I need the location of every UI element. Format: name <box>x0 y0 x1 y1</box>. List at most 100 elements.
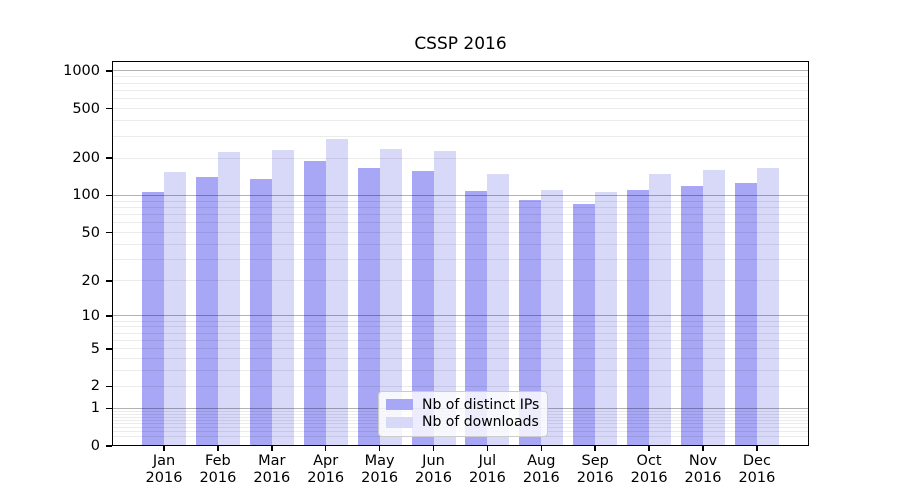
gridline-minor-5 <box>112 348 809 350</box>
plot-area: Nb of distinct IPs Nb of downloads <box>112 61 809 446</box>
x-tick-label-oct: Oct 2016 <box>630 453 668 486</box>
bar-ips-apr <box>303 160 326 446</box>
bar-ips-jul <box>465 191 488 446</box>
gridline-major-100 <box>112 194 809 196</box>
gridline-minor-80 <box>112 206 809 208</box>
gridline-minor-7 <box>112 332 809 334</box>
bar-downloads-mar <box>271 150 294 446</box>
x-tick-label-nov: Nov 2016 <box>684 453 722 486</box>
bar-downloads-aug <box>541 189 564 446</box>
bar-downloads-may <box>379 149 402 446</box>
x-tick-mark-aug <box>540 446 543 451</box>
y-tick-label-1: 1 <box>90 400 100 417</box>
x-tick-mark-nov <box>702 446 704 451</box>
chart-title: CSSP 2016 <box>414 34 507 54</box>
y-tick-label-500: 500 <box>72 100 100 117</box>
y-tick-label-50: 50 <box>81 224 100 241</box>
gridline-minor-900 <box>112 76 809 78</box>
gridline-minor-9 <box>112 320 809 322</box>
x-tick-mark-oct <box>648 446 650 451</box>
y-tick-label-10: 10 <box>81 307 100 324</box>
y-tick-label-20: 20 <box>81 272 100 289</box>
gridline-minor-6 <box>112 339 809 341</box>
bar-ips-dec <box>734 183 757 446</box>
bar-ips-jan <box>142 191 164 446</box>
gridline-major-10 <box>112 315 809 317</box>
gridline-minor-3 <box>112 370 809 372</box>
gridline-minor-70 <box>112 214 809 216</box>
gridline-minor-500 <box>112 108 809 110</box>
x-tick-mark-sep <box>594 446 596 451</box>
bar-ips-nov <box>681 185 703 446</box>
y-tick-mark-0 <box>106 445 112 447</box>
gridline-minor-60 <box>112 222 809 224</box>
y-tick-mark-1 <box>106 407 112 410</box>
x-tick-label-sep: Sep 2016 <box>576 453 614 486</box>
gridline-minor-40 <box>112 243 809 245</box>
x-tick-mark-apr <box>324 446 327 451</box>
legend-swatch-distinct-ips <box>386 399 413 411</box>
bar-downloads-jun <box>433 150 456 446</box>
x-tick-label-apr: Apr 2016 <box>307 453 345 486</box>
x-tick-mark-feb <box>217 446 219 451</box>
x-tick-label-jun: Jun 2016 <box>415 453 452 486</box>
gridline-minor-600 <box>112 98 809 100</box>
legend-item-downloads: Nb of downloads <box>386 414 539 432</box>
bar-downloads-oct <box>649 174 672 446</box>
gridline-minor-90 <box>112 200 809 202</box>
y-tick-mark-20 <box>106 279 112 282</box>
y-tick-label-200: 200 <box>72 150 100 167</box>
gridline-minor-200 <box>112 157 809 159</box>
legend: Nb of distinct IPs Nb of downloads <box>378 391 549 437</box>
y-tick-mark-1000 <box>106 70 112 72</box>
x-tick-mark-jun <box>432 446 435 451</box>
gridline-minor-400 <box>112 120 809 122</box>
y-tick-label-100: 100 <box>72 187 100 204</box>
y-tick-label-5: 5 <box>90 340 100 357</box>
gridline-minor-2 <box>112 385 809 387</box>
x-tick-label-mar: Mar 2016 <box>253 453 291 486</box>
bar-ips-mar <box>249 178 272 446</box>
y-tick-label-2: 2 <box>90 378 100 395</box>
x-tick-mark-jul <box>486 446 489 451</box>
bar-downloads-feb <box>217 152 240 446</box>
gridline-minor-50 <box>112 232 809 234</box>
legend-item-distinct-ips: Nb of distinct IPs <box>386 396 539 414</box>
y-tick-label-1000: 1000 <box>63 62 100 79</box>
x-tick-label-aug: Aug 2016 <box>522 453 560 486</box>
gridline-minor-800 <box>112 82 809 84</box>
legend-label-downloads: Nb of downloads <box>422 414 539 431</box>
legend-swatch-downloads <box>386 416 413 428</box>
gridline-minor-300 <box>112 135 809 137</box>
bar-ips-may <box>357 168 380 446</box>
y-tick-mark-100 <box>106 194 112 197</box>
x-tick-label-dec: Dec 2016 <box>738 453 776 486</box>
bar-ips-aug <box>519 199 542 446</box>
bar-ips-sep <box>573 203 596 446</box>
x-tick-mark-dec <box>756 446 758 451</box>
gridline-minor-20 <box>112 280 809 282</box>
y-tick-mark-200 <box>106 157 112 159</box>
gridline-minor-700 <box>112 89 809 91</box>
y-tick-mark-500 <box>106 107 112 110</box>
bar-downloads-apr <box>325 138 348 446</box>
bar-ips-oct <box>627 190 650 446</box>
legend-label-distinct-ips: Nb of distinct IPs <box>422 396 540 413</box>
x-tick-label-jul: Jul 2016 <box>468 453 506 486</box>
gridline-major-1000 <box>112 70 809 72</box>
bar-downloads-jan <box>164 171 186 446</box>
y-tick-mark-50 <box>106 231 112 234</box>
y-tick-mark-2 <box>106 385 112 388</box>
x-tick-mark-may <box>378 446 381 451</box>
x-tick-label-may: May 2016 <box>361 453 399 486</box>
bar-downloads-sep <box>595 191 618 446</box>
bar-ips-jun <box>411 171 434 446</box>
gridline-minor-8 <box>112 326 809 328</box>
x-tick-label-feb: Feb 2016 <box>199 453 237 486</box>
y-tick-mark-10 <box>106 315 112 317</box>
x-tick-mark-mar <box>271 446 273 451</box>
bar-downloads-nov <box>703 170 725 446</box>
y-tick-label-0: 0 <box>90 438 100 454</box>
bar-ips-feb <box>195 177 218 446</box>
